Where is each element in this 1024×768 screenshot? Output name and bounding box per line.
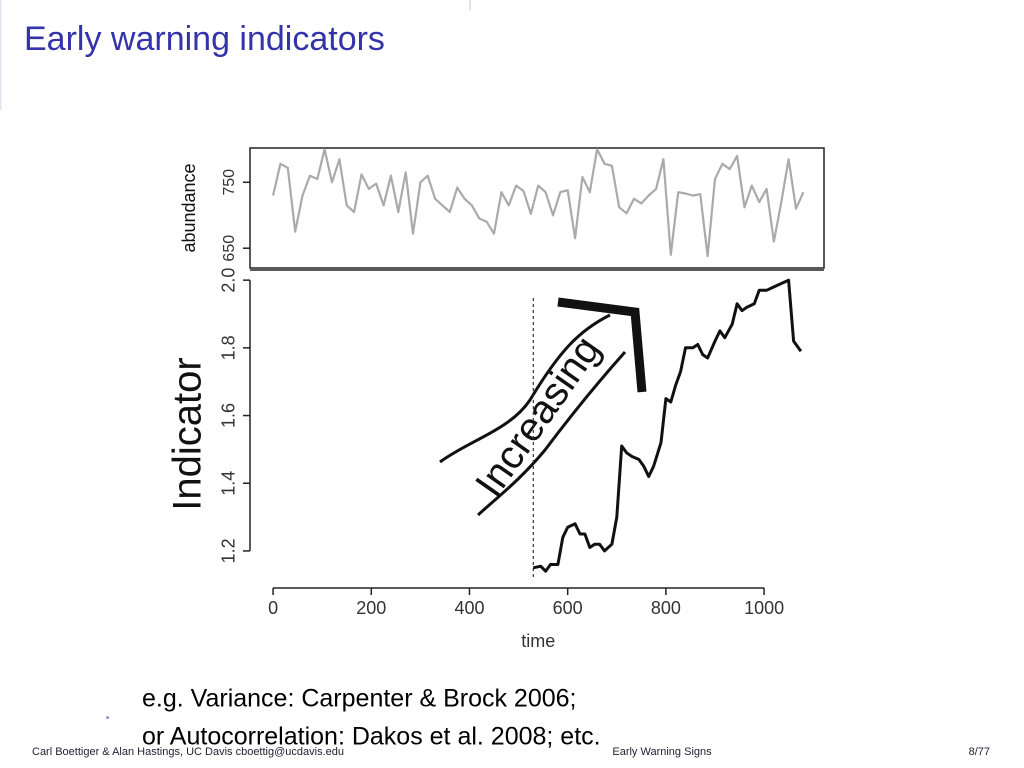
x-tick-label: 600 (553, 598, 583, 618)
y-tick-label: 750 (221, 169, 238, 196)
x-tick-label: 200 (356, 598, 386, 618)
y-tick-label: 1.8 (219, 335, 239, 360)
y-tick-label: 1.4 (219, 471, 239, 496)
x-tick-label: 0 (268, 598, 278, 618)
annotation: Increasing (439, 297, 647, 517)
y-tick-label: 650 (221, 235, 238, 262)
footer-center: Early Warning Signs (612, 746, 712, 758)
panel-box (249, 147, 825, 269)
x-axis-label: time (521, 631, 555, 651)
y-axis-label: abundance (179, 163, 199, 252)
footer-left: Carl Boettiger & Alan Hastings, UC Davis… (32, 746, 344, 758)
x-tick-label: 400 (454, 598, 484, 618)
annotation-text: Increasing (467, 328, 609, 504)
y-tick-label: 1.2 (219, 538, 239, 563)
series-line (272, 148, 805, 258)
x-tick-label: 1000 (744, 598, 784, 618)
footer-right: 8/77 (969, 746, 990, 758)
bullet-text: or Autocorrelation: Dakos et al. 2008; e… (142, 723, 601, 751)
y-tick-label: 1.6 (219, 403, 239, 428)
y-tick-label: 2.0 (219, 268, 239, 293)
bullet-marker: . (104, 695, 111, 725)
slide-title: Early warning indicators (24, 20, 385, 58)
bullet-text: e.g. Variance: Carpenter & Brock 2006; (142, 685, 577, 713)
x-tick-label: 800 (651, 598, 681, 618)
series-line (532, 278, 803, 573)
y-axis-label: Indicator (166, 357, 210, 510)
